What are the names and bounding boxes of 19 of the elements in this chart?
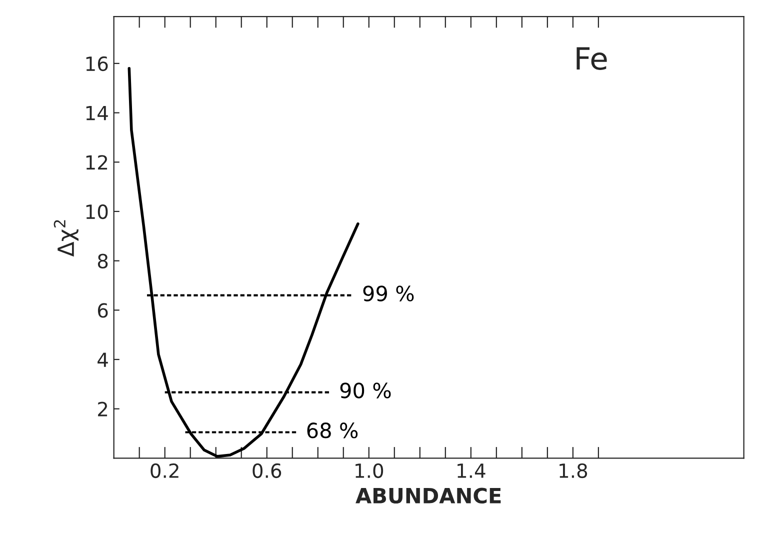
x-tick-label: 1.8 [560, 463, 588, 478]
annotation: Fe [576, 47, 607, 70]
y-axis-title: Δχ$^{2}$ [54, 220, 78, 257]
y-tick-label: 8 [98, 254, 108, 268]
y-tick-label: 6 [98, 303, 108, 318]
y-tick-label: 2 [98, 402, 108, 416]
series-label: 90 % [340, 382, 391, 398]
x-tick-label: 0.6 [252, 463, 282, 478]
y-tick-label: 14 [86, 106, 108, 120]
x-axis-title: ABUNDANCE [356, 488, 501, 504]
y-tick-label: 4 [98, 352, 108, 367]
series-label: 99 % [363, 286, 414, 302]
series-label: 68 % [307, 422, 358, 438]
x-tick-label: 1.4 [458, 464, 486, 478]
y-tick-label: 12 [86, 155, 108, 170]
x-tick-label: 1.0 [356, 463, 384, 478]
y-tick-label: 16 [86, 56, 108, 72]
x-tick-label: 0.2 [150, 463, 178, 478]
y-tick-label: 10 [86, 204, 108, 220]
